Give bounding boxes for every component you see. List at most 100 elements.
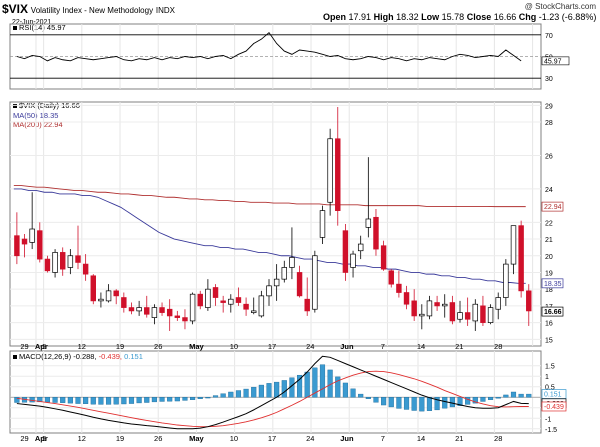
price-tick-label: 26 [545, 153, 553, 160]
macd-legend-icon [13, 355, 17, 359]
macd-histogram-bar [396, 397, 402, 409]
x-tick-label: 24 [306, 342, 314, 351]
symbol-title: $VIX Volatility Index - New Methodology … [2, 2, 175, 16]
macd-histogram-bar [503, 394, 509, 398]
candle-down [121, 297, 127, 308]
rsi-tick-label: 70 [545, 33, 553, 40]
x-tick-label: 29 [20, 342, 28, 351]
candle-up [357, 243, 364, 252]
candle-down [480, 305, 486, 323]
candle-up [472, 303, 479, 322]
close-label: Close [466, 12, 492, 22]
candle-up [487, 307, 494, 323]
macd-histogram-bar [342, 382, 348, 398]
x-tick-label: 21 [455, 434, 463, 443]
last-close-box-label: 16.66 [544, 309, 562, 316]
macd-histogram-bar [304, 371, 310, 398]
chg-value: -1.23 (-6.88%) [538, 12, 597, 22]
candle-up [205, 288, 211, 308]
macd-histogram-bar [365, 397, 371, 399]
macd-tick-label: 1 [545, 374, 549, 381]
macd-histogram-bar [488, 397, 494, 400]
candle-up [281, 267, 288, 280]
macd-histogram-bar [274, 381, 280, 398]
macd-histogram-bar [388, 397, 394, 408]
chg-label: Chg [518, 12, 537, 22]
symbol-name: Volatility Index - New Methodology [30, 6, 154, 15]
ohlc-readout: Open 17.91 High 18.32 Low 15.78 Close 16… [323, 12, 596, 22]
candle-down [128, 307, 135, 312]
macd-histogram-bar [113, 397, 119, 405]
symbol: $VIX [2, 2, 29, 16]
candle-up [29, 228, 35, 243]
x-tick-label: 19 [116, 434, 124, 443]
macd-legend-title: MACD(12,26,9) [19, 352, 72, 361]
macd-histogram-bar [403, 397, 410, 410]
macd-histogram-bar [258, 384, 264, 398]
macd-value-label: 0.151 [544, 392, 562, 399]
x-tick-label: 26 [154, 434, 162, 443]
candle-up [495, 297, 501, 310]
candle-up [419, 313, 425, 317]
candle-down [388, 270, 394, 285]
ma200-value-box-label: 22.94 [544, 204, 562, 211]
macd-histogram-bar [121, 397, 127, 405]
macd-histogram-bar [98, 397, 104, 405]
macd-signal-line [16, 370, 529, 428]
price-tick-label: 21 [545, 237, 553, 244]
x-tick-label: 17 [268, 342, 276, 351]
macd-histogram-bar [319, 364, 326, 398]
macd-histogram-bar [526, 393, 532, 398]
macd-histogram-bar [510, 391, 517, 398]
macd-histogram-bar [266, 383, 272, 398]
candle-up [426, 300, 433, 317]
open-value: 17.91 [348, 12, 372, 22]
candle-up [457, 312, 463, 320]
macd-tick-label: 0.5 [545, 385, 555, 392]
x-tick-label: 28 [494, 342, 502, 351]
candle-up [510, 225, 517, 265]
macd-histogram-bar [220, 393, 226, 398]
macd-histogram-bar [373, 397, 379, 403]
candle-up [151, 307, 158, 318]
x-tick-label: 24 [306, 434, 314, 443]
x-tick-label: 7 [381, 342, 385, 351]
rsi-tick-label: 30 [545, 76, 553, 83]
candle-down [75, 255, 81, 263]
chart-date: 22-Jun-2021 [12, 19, 52, 26]
price-tick-label: 16 [545, 321, 553, 328]
candle-down [464, 312, 471, 320]
candle-down [342, 230, 349, 273]
candle-down [373, 216, 379, 250]
macd-histogram-bar [83, 397, 89, 404]
price-tick-label: 24 [545, 187, 553, 194]
macd-histogram-bar [358, 393, 364, 398]
x-tick-label: 26 [154, 342, 162, 351]
candle-up [327, 138, 333, 203]
macd-histogram-bar [167, 397, 173, 402]
candle-up [136, 307, 142, 312]
price-panel-frame [9, 101, 542, 347]
macd-histogram-bar [159, 397, 165, 402]
ma50-value-box-label: 18.35 [544, 281, 562, 288]
candle-down [296, 272, 303, 297]
macd-histogram-bar [212, 395, 219, 398]
macd-legend-v1: -0.288, [73, 352, 97, 361]
candle-up [289, 257, 295, 268]
candle-up [503, 263, 509, 298]
candle-down [380, 245, 387, 270]
candle-down [518, 225, 524, 292]
rsi-line [16, 32, 522, 62]
x-tick-label: 21 [455, 342, 463, 351]
macd-panel-frame [9, 350, 542, 434]
candle-down [212, 287, 219, 298]
macd-tick-label: -1 [545, 416, 551, 423]
candle-down [243, 303, 249, 310]
macd-histogram-bar [312, 367, 318, 398]
candle-down [159, 307, 165, 313]
ma50-value-box [541, 278, 564, 289]
x-tick-label: 12 [78, 434, 86, 443]
candle-up [251, 310, 257, 313]
x-tick-label: 10 [230, 342, 238, 351]
macd-histogram-bar [128, 397, 135, 404]
